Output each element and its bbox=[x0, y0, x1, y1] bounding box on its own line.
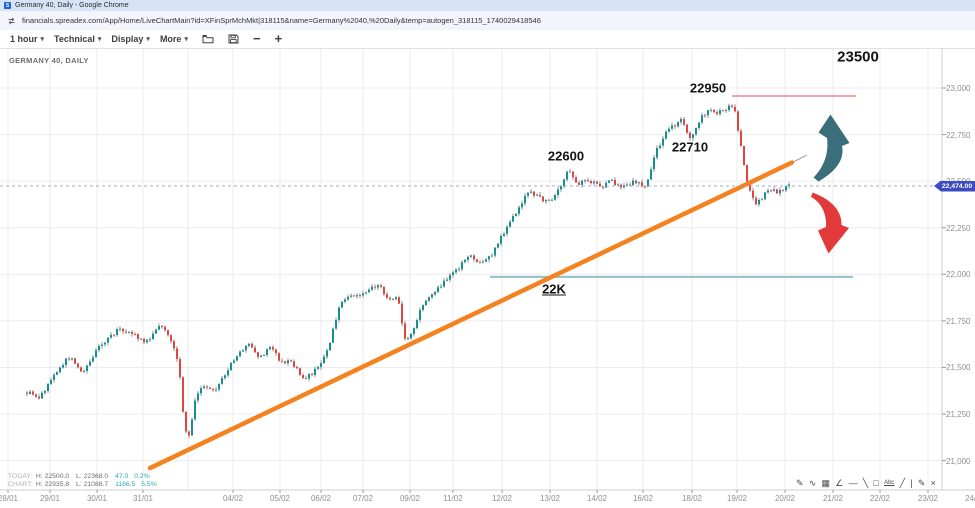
price-tick-label: 21,750 bbox=[946, 316, 971, 326]
date-tick-label: 06/02 bbox=[310, 494, 332, 503]
dropdown-label: Technical bbox=[54, 34, 95, 44]
zoom-out-button[interactable]: − bbox=[252, 31, 261, 46]
date-tick-label: 13/02 bbox=[539, 494, 561, 503]
ray-line-icon[interactable]: ╱ bbox=[899, 477, 906, 488]
price-tick-label: 23,000 bbox=[946, 84, 971, 93]
pencil-icon[interactable]: ✎ bbox=[917, 477, 926, 488]
toolbar-dropdown-more[interactable]: More ▾ bbox=[160, 34, 188, 44]
trend-line-icon[interactable]: ╲ bbox=[862, 477, 869, 488]
text-tool-icon[interactable]: Abc bbox=[884, 479, 895, 486]
price-annotation-22710: 22710 bbox=[671, 139, 709, 155]
polyline-icon[interactable]: ∿ bbox=[808, 477, 817, 488]
spreadex-favicon: S bbox=[4, 2, 11, 9]
trendline bbox=[147, 154, 808, 471]
price-tick-label: 22,750 bbox=[946, 130, 971, 140]
date-tick-label: 31/01 bbox=[132, 494, 154, 503]
date-tick-label: 24/02 bbox=[964, 494, 975, 503]
dropdown-label: Display bbox=[111, 34, 144, 44]
date-tick-label: 04/02 bbox=[222, 494, 244, 503]
gridlines bbox=[0, 48, 942, 490]
separator-icon: | bbox=[910, 477, 913, 488]
price-tick-label: 22,250 bbox=[946, 223, 971, 233]
date-tick-label: 29/01 bbox=[39, 494, 61, 503]
date-tick-label: 14/02 bbox=[586, 494, 608, 503]
reversal-up-arrow bbox=[813, 114, 850, 182]
chevron-down-icon: ▾ bbox=[40, 36, 45, 43]
horizontal-line-icon[interactable]: — bbox=[848, 477, 858, 488]
chart-symbol-label: GERMANY 40, DAILY bbox=[9, 56, 89, 65]
url-bar[interactable]: financials.spreadex.com/App/Home/LiveCha… bbox=[0, 11, 975, 31]
folder-icon bbox=[202, 35, 214, 44]
last-price-badge: 22,474.00 bbox=[934, 180, 975, 192]
dropdown-label: 1 hour bbox=[10, 34, 38, 44]
save-chart-button[interactable] bbox=[228, 34, 239, 44]
date-tick-label: 20/02 bbox=[774, 494, 796, 503]
today-stats-row: TODAY: H: 22500.0 L: 22368.0 47.0 0.2% bbox=[8, 473, 150, 480]
date-tick-label: 30/01 bbox=[86, 494, 108, 503]
window-title: Germany 40, Daily - Google Chrome bbox=[15, 2, 129, 9]
cursor-pencil-icon[interactable]: ✎ bbox=[796, 477, 804, 488]
date-tick-label: 19/02 bbox=[726, 494, 748, 503]
dropdown-label: More bbox=[159, 34, 182, 44]
price-tick-label: 21,250 bbox=[946, 410, 971, 420]
chart-toolbar: 1 hour ▾ Technical ▾ Display ▾ More ▾ − + bbox=[0, 30, 975, 49]
price-annotation-23500: 23500 bbox=[837, 48, 879, 66]
price-annotation-22600: 22600 bbox=[547, 148, 585, 164]
date-tick-label: 12/02 bbox=[491, 494, 513, 503]
date-tick-label: 21/02 bbox=[822, 494, 844, 503]
chevron-down-icon: ▾ bbox=[97, 36, 102, 43]
date-tick-label: 23/02 bbox=[917, 494, 939, 503]
window-titlebar: S Germany 40, Daily - Google Chrome bbox=[0, 0, 975, 11]
chevron-down-icon: ▾ bbox=[184, 36, 188, 43]
price-annotation-22950: 22950 bbox=[689, 80, 727, 96]
fan-lines-icon[interactable]: ∠ bbox=[835, 477, 844, 488]
toolbar-dropdown-display[interactable]: Display ▾ bbox=[111, 34, 150, 44]
date-tick-label: 18/02 bbox=[681, 494, 703, 503]
chart-stats-row: CHART: H: 22935.8 L: 21088.7 1166.5 5.5% bbox=[8, 481, 157, 488]
toolbar-dropdown-technical[interactable]: Technical ▾ bbox=[54, 34, 101, 44]
date-tick-label: 16/02 bbox=[632, 494, 654, 503]
open-chart-button[interactable] bbox=[202, 34, 214, 44]
rectangle-icon[interactable]: □ bbox=[873, 477, 879, 488]
grid-box-icon[interactable]: ▦ bbox=[821, 477, 831, 488]
price-tick-label: 21,000 bbox=[946, 456, 971, 466]
zoom-in-button[interactable]: + bbox=[274, 31, 283, 46]
date-tick-label: 11/02 bbox=[443, 494, 463, 503]
price-tick-label: 21,500 bbox=[946, 363, 971, 373]
date-tick-label: 22/02 bbox=[869, 494, 891, 503]
toolbar-dropdown-timeframe[interactable]: 1 hour ▾ bbox=[10, 34, 44, 44]
continuation-down-arrow bbox=[811, 192, 849, 254]
date-tick-label: 09/02 bbox=[399, 494, 421, 503]
tab-switcher-icon[interactable] bbox=[7, 17, 16, 25]
url-text[interactable]: financials.spreadex.com/App/Home/LiveCha… bbox=[22, 16, 541, 25]
candlestick-plot bbox=[0, 48, 975, 493]
date-tick-label: 07/02 bbox=[352, 494, 374, 503]
chevron-down-icon: ▾ bbox=[146, 36, 150, 43]
delete-icon[interactable]: × bbox=[930, 477, 936, 488]
date-tick-label: 05/02 bbox=[269, 494, 291, 503]
axis-frame bbox=[0, 48, 975, 493]
date-tick-label: 28/01 bbox=[0, 494, 19, 503]
price-annotation-22k: 22K bbox=[542, 281, 566, 297]
price-tick-label: 22,000 bbox=[946, 270, 971, 280]
drawing-toolbar: ✎ ∿ ▦ ∠ — ╲ □ Abc ╱ | ✎ × bbox=[796, 476, 936, 489]
candles bbox=[26, 105, 790, 436]
save-icon bbox=[228, 34, 239, 44]
chart-area: GERMANY 40, DAILY 23,00022,75022,50022,2… bbox=[0, 48, 975, 508]
